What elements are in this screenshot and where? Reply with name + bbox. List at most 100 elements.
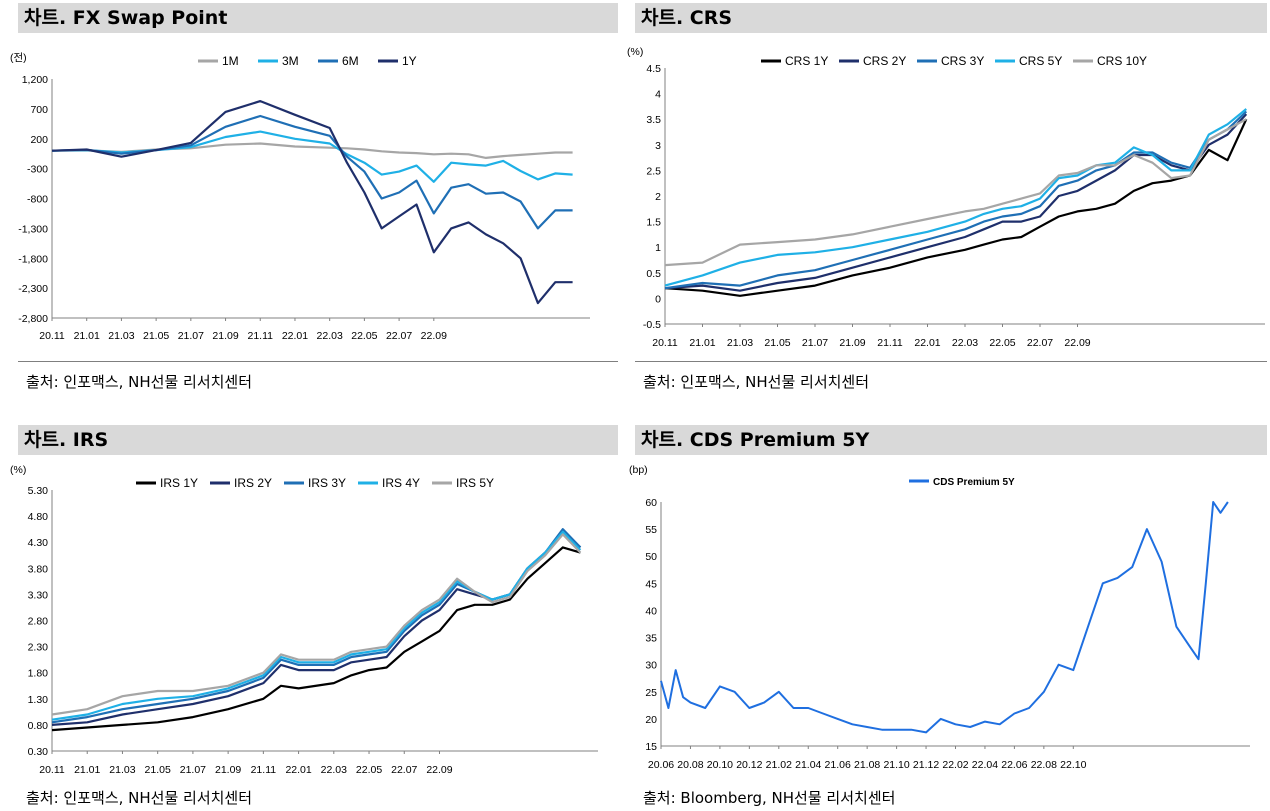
x-tick-label: 20.06 xyxy=(648,759,674,771)
x-tick-label: 22.03 xyxy=(952,337,978,349)
x-tick-label: 21.04 xyxy=(795,759,821,771)
x-tick-label: 21.03 xyxy=(727,337,753,349)
x-tick-label: 21.01 xyxy=(689,337,715,349)
y-tick-label: -800 xyxy=(27,194,48,206)
series-line-crs-10y xyxy=(664,118,1247,267)
y-tick-label: 4 xyxy=(655,89,661,101)
legend-item: IRS 1Y xyxy=(136,476,198,490)
series-line-6m xyxy=(51,114,573,230)
source-note: 출처: 인포맥스, NH선물 리서치센터 xyxy=(643,373,870,391)
y-tick-label: 50 xyxy=(645,551,657,563)
series-line-3m xyxy=(51,130,573,183)
panel-crs: 차트. CRS (%) 4.5 4 3.5 3 2.5 2 1.5 1 0.5 0 -0.5 20.11… xyxy=(627,3,1267,403)
legend-item: IRS 2Y xyxy=(210,476,272,490)
x-tick-label: 22.01 xyxy=(285,764,311,776)
legend-item: IRS 4Y xyxy=(358,476,420,490)
panel-title: 차트. IRS xyxy=(18,425,618,455)
x-tick-label: 21.06 xyxy=(825,759,851,771)
x-tick-label: 22.05 xyxy=(351,330,377,342)
y-tick-label: 0 xyxy=(655,293,661,305)
x-tick-label: 20.10 xyxy=(707,759,733,771)
x-tick-label: 22.05 xyxy=(989,337,1015,349)
x-tick-label: 21.11 xyxy=(248,330,274,342)
y-unit-label: (전) xyxy=(10,52,27,64)
y-tick-label: 35 xyxy=(645,633,657,645)
panel-cds: 차트. CDS Premium 5Y (bp) 60 55 50 45 40 35 30 25 2… xyxy=(629,425,1267,811)
y-tick-label: 2.30 xyxy=(28,642,49,654)
x-tick-label: 22.07 xyxy=(391,764,417,776)
y-tick-label: -2,300 xyxy=(18,283,48,295)
y-tick-label: -2,800 xyxy=(18,313,48,325)
x-tick-label: 21.09 xyxy=(215,764,241,776)
y-tick-label: 45 xyxy=(645,578,657,590)
x-tick-label: 21.05 xyxy=(764,337,790,349)
y-tick-label: 2.5 xyxy=(646,165,661,177)
y-unit-label: (%) xyxy=(627,46,643,58)
x-tick-label: 21.11 xyxy=(251,764,277,776)
y-tick-label: 4.30 xyxy=(28,537,49,549)
legend-item: IRS 3Y xyxy=(284,476,346,490)
x-tick-label: 22.09 xyxy=(421,330,447,342)
y-tick-label: 1.30 xyxy=(28,694,49,706)
panel-title: 차트. CDS Premium 5Y xyxy=(635,425,1267,455)
y-tick-label: 20 xyxy=(645,714,657,726)
x-tick-label: 21.02 xyxy=(766,759,792,771)
y-tick-label: 1,200 xyxy=(22,74,48,86)
x-tick-label: 21.08 xyxy=(854,759,880,771)
legend-label: CDS Premium 5Y xyxy=(933,477,1015,488)
x-tick-label: 20.11 xyxy=(652,337,678,349)
y-tick-label: 40 xyxy=(645,605,657,617)
y-tick-label: 5.30 xyxy=(28,485,49,497)
x-tick-label: 22.01 xyxy=(914,337,940,349)
legend-item: CRS 5Y xyxy=(995,54,1062,68)
y-unit-label: (%) xyxy=(10,464,26,476)
legend-item: IRS 5Y xyxy=(432,476,494,490)
y-tick-label: 1 xyxy=(655,242,661,254)
y-tick-label: 1.80 xyxy=(28,668,49,680)
x-tick-label: 20.08 xyxy=(677,759,703,771)
legend-item: CRS 1Y xyxy=(761,54,828,68)
y-tick-label: 0.80 xyxy=(28,720,49,732)
series-line-irs-5y xyxy=(51,533,582,716)
y-tick-label: 60 xyxy=(645,497,657,509)
y-tick-label: -300 xyxy=(27,164,48,176)
y-tick-label: 4.5 xyxy=(646,63,661,75)
y-tick-label: -1,800 xyxy=(18,253,48,265)
source-note: 출처: 인포맥스, NH선물 리서치센터 xyxy=(26,789,253,807)
panel-fx-swap: 차트. FX Swap Point (전) 1,200 700 200 -300 -800… xyxy=(10,3,618,403)
legend-item: CRS 10Y xyxy=(1073,54,1147,68)
series-line-crs-3y xyxy=(664,110,1248,290)
source-note: 출처: 인포맥스, NH선물 리서치센터 xyxy=(26,373,253,391)
x-tick-label: 22.07 xyxy=(1027,337,1053,349)
series-line-crs-2y xyxy=(664,113,1248,292)
series-line-irs-1y xyxy=(51,546,581,732)
x-tick-label: 21.05 xyxy=(143,330,169,342)
x-tick-label: 21.03 xyxy=(108,330,134,342)
x-tick-label: 21.05 xyxy=(145,764,171,776)
legend-label: CRS 10Y xyxy=(1097,54,1147,68)
x-tick-label: 21.01 xyxy=(74,330,100,342)
y-tick-label: 25 xyxy=(645,687,657,699)
legend-item: CRS 2Y xyxy=(839,54,906,68)
y-tick-label: 0.30 xyxy=(28,746,49,758)
x-tick-label: 22.10 xyxy=(1060,759,1086,771)
fx-swap-chart: (전) 1,200 700 200 -300 -800 -1,300 -1,800 -2,300… xyxy=(10,52,590,342)
y-tick-label: 2 xyxy=(655,191,661,203)
x-tick-label: 21.07 xyxy=(178,330,204,342)
x-tick-label: 20.12 xyxy=(736,759,762,771)
panel-title: 차트. CRS xyxy=(635,3,1267,33)
x-tick-label: 22.01 xyxy=(282,330,308,342)
x-tick-label: 22.09 xyxy=(1064,337,1090,349)
x-tick-label: 22.07 xyxy=(386,330,412,342)
x-tick-label: 22.03 xyxy=(321,764,347,776)
y-tick-label: 55 xyxy=(645,524,657,536)
legend-label: 1Y xyxy=(402,54,417,68)
legend-label: IRS 2Y xyxy=(234,476,272,490)
series-line-crs-1y xyxy=(664,118,1248,297)
series-line-irs-4y xyxy=(51,530,582,721)
y-tick-label: 3 xyxy=(655,140,661,152)
y-tick-label: 3.30 xyxy=(28,589,49,601)
series-line-cds-premium-5y xyxy=(660,501,1229,734)
legend-label: CRS 1Y xyxy=(785,54,828,68)
